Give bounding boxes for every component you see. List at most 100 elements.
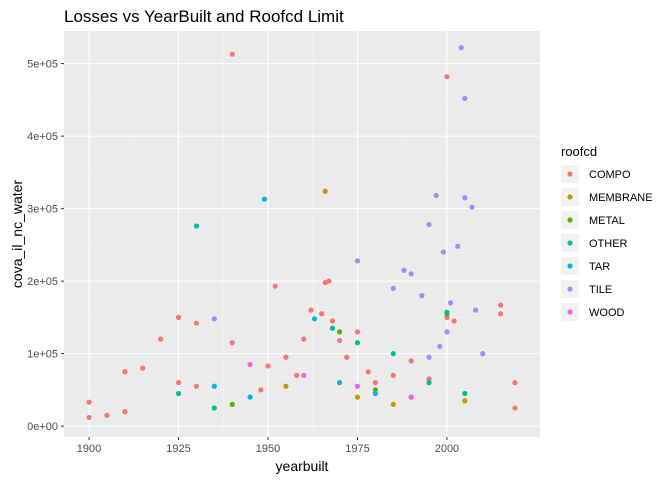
point-tile: [390, 285, 396, 291]
y-tick-label: 3e+05: [27, 204, 58, 216]
x-tick-label: 1975: [345, 443, 369, 455]
point-compo: [301, 336, 307, 342]
legend-point-compo: [567, 171, 573, 177]
point-compo: [229, 51, 235, 57]
point-tile: [447, 300, 454, 306]
x-axis-title: yearbuilt: [276, 458, 329, 474]
x-tick-label: 2000: [435, 443, 459, 455]
point-compo: [512, 380, 518, 386]
point-compo: [451, 318, 457, 324]
point-other: [390, 351, 396, 357]
point-compo: [104, 412, 110, 418]
legend-label-tar: TAR: [589, 261, 610, 273]
point-tar: [261, 196, 268, 202]
gridlines: [64, 31, 540, 437]
point-other: [426, 380, 432, 386]
point-membrane: [283, 383, 289, 389]
legend-point-other: [567, 240, 573, 246]
y-tick-label: 4e+05: [27, 131, 58, 143]
x-tick-label: 1900: [77, 443, 101, 455]
point-compo: [229, 340, 235, 346]
point-other: [211, 405, 217, 411]
point-compo: [326, 278, 332, 284]
point-other: [193, 223, 200, 229]
point-membrane: [462, 398, 468, 404]
point-tile: [444, 329, 450, 335]
point-compo: [175, 314, 182, 320]
point-tar: [372, 390, 378, 397]
point-tile: [419, 293, 425, 299]
legend-label-metal: METAL: [589, 215, 625, 227]
point-compo: [329, 318, 336, 324]
point-metal: [372, 387, 378, 393]
legend-title: roofcd: [561, 144, 597, 159]
point-compo: [283, 354, 289, 360]
point-compo: [258, 387, 264, 393]
point-tile: [426, 354, 432, 360]
legend-point-membrane: [567, 194, 573, 200]
point-compo: [272, 283, 278, 289]
chart-title: Losses vs YearBuilt and Roofcd Limit: [64, 7, 344, 26]
point-compo: [319, 311, 325, 317]
point-other: [175, 390, 182, 397]
legend-point-wood: [567, 309, 573, 315]
y-tick-label: 1e+05: [27, 349, 58, 361]
legend-label-other: OTHER: [589, 238, 628, 250]
x-tick-label: 1950: [256, 443, 280, 455]
point-metal: [336, 329, 343, 335]
point-compo: [265, 363, 271, 369]
point-membrane: [322, 188, 328, 194]
y-tick-label: 2e+05: [27, 276, 58, 288]
point-compo: [158, 336, 164, 342]
point-compo: [140, 365, 146, 371]
point-other: [329, 325, 336, 331]
point-tar: [211, 383, 217, 389]
point-compo: [193, 320, 200, 326]
point-compo: [86, 399, 92, 405]
point-tile: [462, 95, 468, 102]
y-tick-label: 0e+00: [27, 421, 58, 433]
point-compo: [444, 74, 450, 80]
point-wood: [354, 383, 361, 389]
point-tile: [469, 204, 475, 210]
point-compo: [344, 354, 350, 360]
legend-label-compo: COMPO: [589, 169, 631, 181]
point-compo: [336, 337, 343, 344]
point-tar: [247, 394, 253, 400]
point-tile: [440, 249, 446, 255]
point-tile: [462, 195, 468, 201]
legend-label-wood: WOOD: [589, 307, 624, 319]
point-other: [444, 309, 450, 315]
point-tile: [408, 271, 414, 277]
axis-ticks: 1900 1925 1950 1975 2000 0e+00 1e+05 2e+05 3e+05…: [27, 59, 459, 455]
point-compo: [86, 414, 92, 421]
point-compo: [354, 329, 361, 335]
point-tile: [401, 267, 407, 273]
point-tile: [437, 343, 443, 349]
point-tar: [311, 316, 318, 322]
point-wood: [301, 372, 307, 378]
legend-point-tile: [567, 286, 573, 292]
point-compo: [372, 380, 378, 386]
legend-label-membrane: MEMBRANE: [589, 192, 653, 204]
point-compo: [498, 311, 504, 317]
legend-label-tile: TILE: [589, 284, 612, 296]
point-metal: [229, 401, 235, 407]
point-wood: [247, 361, 253, 368]
point-membrane: [390, 401, 396, 407]
point-compo: [365, 369, 371, 375]
point-tile: [472, 307, 479, 313]
data-points: [86, 45, 518, 421]
point-tar: [336, 380, 343, 386]
legend: roofcd COMPO MEMBRANE METAL OTHER TAR TILE WOO…: [561, 144, 653, 321]
point-tile: [433, 192, 439, 199]
point-tile: [426, 221, 432, 228]
point-membrane: [354, 394, 361, 400]
point-wood: [408, 394, 414, 400]
point-compo: [308, 307, 314, 313]
point-tile: [354, 258, 361, 264]
point-compo: [294, 372, 300, 378]
point-compo: [390, 372, 396, 378]
point-compo: [175, 380, 182, 386]
